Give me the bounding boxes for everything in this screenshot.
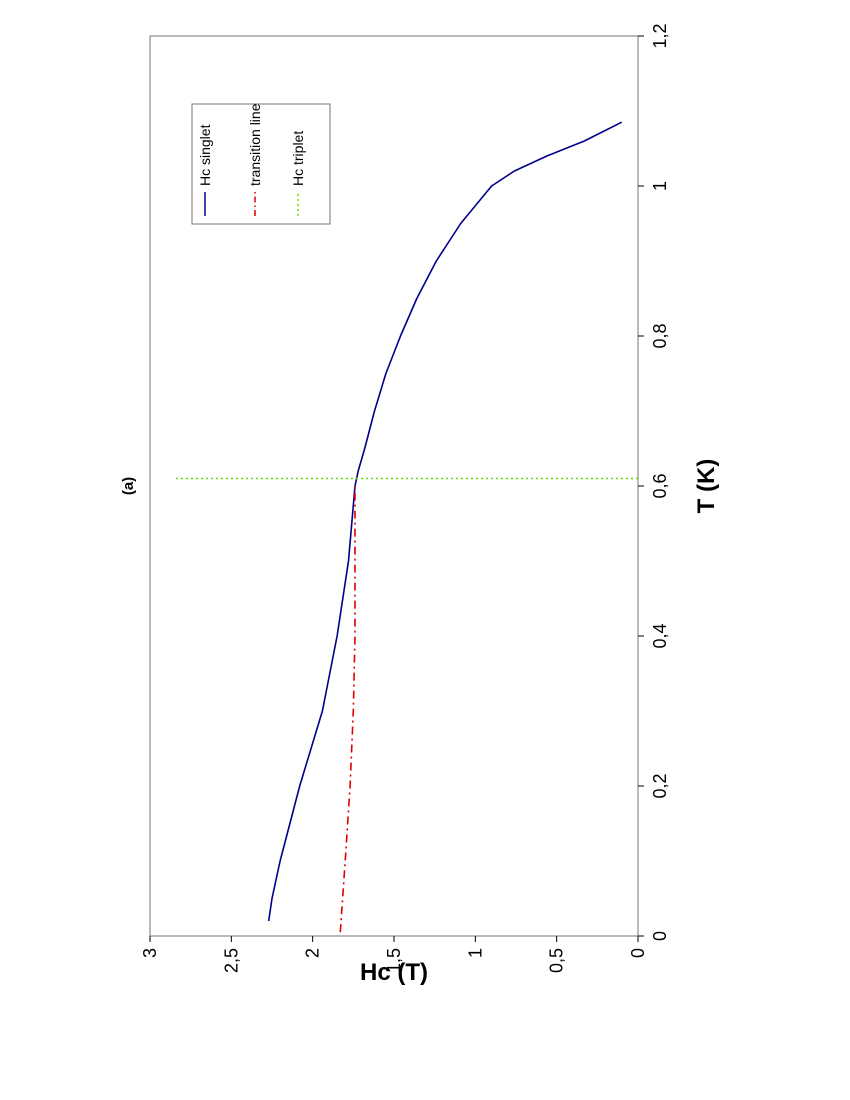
y-tick-label: 2 xyxy=(303,948,323,958)
y-tick-label: 0 xyxy=(628,948,648,958)
x-tick-label: 1 xyxy=(650,181,670,191)
chart-title: (a) xyxy=(120,477,137,495)
legend-label-hc-singlet: Hc singlet xyxy=(197,124,213,186)
legend-box xyxy=(191,103,331,225)
y-tick-label: 1 xyxy=(465,948,485,958)
legend: Hc singlet transition line Hc triplet xyxy=(191,103,331,225)
x-tick-label: 0 xyxy=(650,931,670,941)
y-tick-label: 2,5 xyxy=(221,948,241,973)
y-tick-label: 3 xyxy=(140,948,160,958)
x-tick-label: 1,2 xyxy=(650,23,670,48)
x-axis-title: T (K) xyxy=(693,459,720,514)
legend-label-transition-line: transition line xyxy=(247,103,263,186)
series-line-transition-line xyxy=(339,486,356,933)
legend-label-hc-triplet: Hc triplet xyxy=(290,131,306,186)
y-axis-ticks: 0 0,5 1 1,5 2 2,5 3 xyxy=(140,936,648,973)
x-tick-label: 0,8 xyxy=(650,323,670,348)
y-tick-label: 0,5 xyxy=(547,948,567,973)
y-axis-title: Hc (T) xyxy=(360,959,428,986)
series-line-hc-singlet xyxy=(267,121,623,922)
x-tick-label: 0,6 xyxy=(650,473,670,498)
x-tick-label: 0,2 xyxy=(650,773,670,798)
y-tick-label: 1,5 xyxy=(384,948,404,973)
x-axis-ticks: 0 0,2 0,4 0,6 0,8 1 1,2 xyxy=(638,23,670,941)
series-group xyxy=(174,121,638,933)
x-tick-label: 0,4 xyxy=(650,623,670,648)
